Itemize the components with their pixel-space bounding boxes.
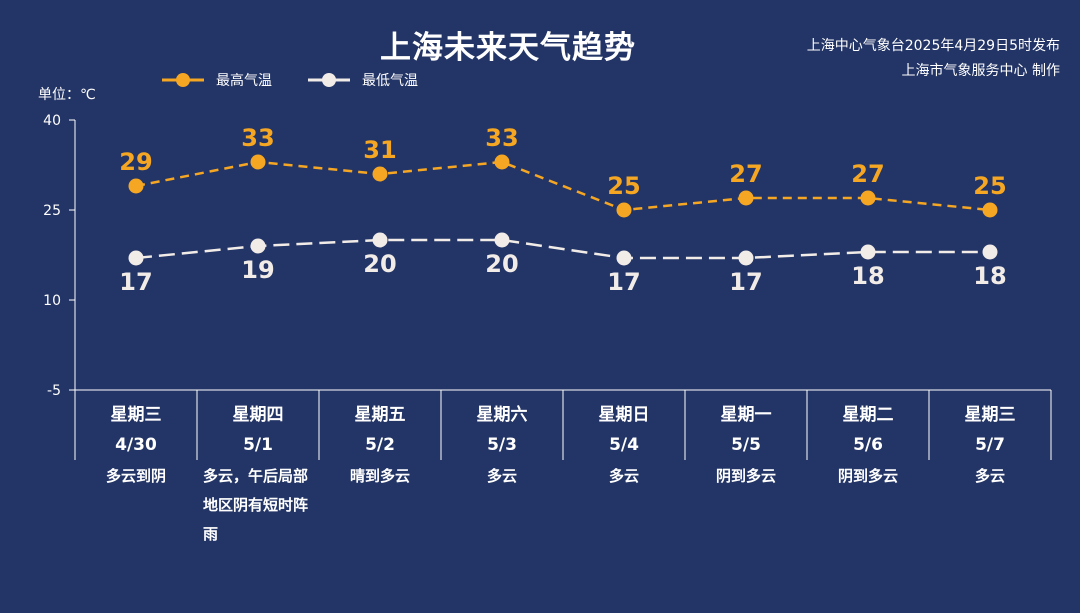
- data-label-low: 18: [973, 262, 1006, 290]
- series-line-low: [135, 238, 990, 260]
- date-label: 5/5: [731, 435, 761, 455]
- series-line-high: [135, 160, 991, 212]
- data-label-low: 20: [363, 250, 396, 278]
- weather-description: 多云: [974, 467, 1005, 485]
- legend-low-marker: [308, 73, 350, 87]
- y-tick-label: 40: [43, 113, 61, 129]
- data-point-low: [494, 232, 510, 248]
- data-point-high: [860, 190, 876, 206]
- data-label-low: 17: [119, 268, 152, 296]
- data-point-high: [494, 154, 510, 170]
- legend-low-label: 最低气温: [362, 73, 418, 89]
- data-point-high: [616, 202, 632, 218]
- weather-description: 晴到多云: [349, 467, 410, 485]
- day-column: 星期六 5/3 多云: [441, 400, 563, 491]
- chart-legend: 最高气温 最低气温: [160, 70, 418, 90]
- weather-description: 阴到多云: [715, 467, 776, 485]
- day-column: 星期三 5/7 多云: [929, 400, 1051, 491]
- data-label-low: 18: [851, 262, 884, 290]
- data-point-low: [128, 250, 144, 266]
- weather-description: 多云: [608, 467, 639, 485]
- data-label-high: 33: [241, 124, 274, 152]
- weekday-label: 星期三: [964, 405, 1016, 425]
- date-label: 5/2: [365, 435, 395, 455]
- data-label-low: 17: [729, 268, 762, 296]
- day-column: 星期四 5/1 多云，午后局部地区阴有短时阵雨: [197, 400, 319, 549]
- data-point-high: [128, 178, 144, 194]
- data-point-low: [250, 238, 266, 254]
- legend-high-marker: [162, 73, 204, 87]
- data-label-high: 29: [119, 148, 152, 176]
- day-column: 星期一 5/5 阴到多云: [685, 400, 807, 491]
- date-label: 5/7: [975, 435, 1005, 455]
- issuer-line-2: 上海市气象服务中心 制作: [901, 63, 1060, 79]
- page-title: 上海未来天气趋势: [380, 30, 636, 66]
- data-label-high: 27: [851, 160, 884, 188]
- y-tick-label: -5: [47, 383, 61, 399]
- weather-description: 多云: [486, 467, 517, 485]
- issuer-line-1: 上海中心气象台2025年4月29日5时发布: [806, 38, 1060, 54]
- data-point-low: [982, 244, 998, 260]
- issuer-info: 上海中心气象台2025年4月29日5时发布 上海市气象服务中心 制作: [807, 34, 1060, 84]
- data-label-high: 31: [363, 136, 396, 164]
- data-label-high: 25: [607, 172, 640, 200]
- day-column: 星期二 5/6 阴到多云: [807, 400, 929, 491]
- legend-item-low[interactable]: 最低气温: [306, 70, 418, 90]
- date-label: 5/6: [853, 435, 883, 455]
- unit-label: 单位：℃: [38, 87, 96, 103]
- weekday-label: 星期二: [842, 405, 894, 425]
- data-point-high: [250, 154, 266, 170]
- weather-description: 阴到多云: [837, 467, 898, 485]
- y-tick-label: 25: [43, 203, 61, 219]
- weather-description: 多云到阴: [105, 467, 166, 485]
- date-label: 4/30: [115, 435, 157, 455]
- date-label: 5/1: [243, 435, 273, 455]
- data-point-high: [738, 190, 754, 206]
- data-point-low: [616, 250, 632, 266]
- weekday-label: 星期三: [110, 405, 162, 425]
- day-column: 星期五 5/2 晴到多云: [319, 400, 441, 491]
- weekday-label: 星期一: [720, 405, 772, 425]
- data-point-low: [372, 232, 388, 248]
- day-column: 星期三 4/30 多云到阴: [75, 400, 197, 491]
- day-column: 星期日 5/4 多云: [563, 400, 685, 491]
- y-tick-label: 10: [43, 293, 61, 309]
- date-label: 5/3: [487, 435, 517, 455]
- weekday-label: 星期五: [354, 405, 406, 425]
- weather-description: 多云，午后局部地区阴有短时阵雨: [203, 467, 309, 543]
- data-point-low: [738, 250, 754, 266]
- data-label-high: 25: [973, 172, 1006, 200]
- legend-high-label: 最高气温: [216, 73, 272, 89]
- legend-item-high[interactable]: 最高气温: [160, 70, 272, 90]
- data-label-high: 33: [485, 124, 518, 152]
- data-point-high: [982, 202, 998, 218]
- weekday-label: 星期六: [476, 405, 528, 425]
- weekday-label: 星期四: [232, 405, 284, 425]
- data-point-low: [860, 244, 876, 260]
- data-label-low: 17: [607, 268, 640, 296]
- date-label: 5/4: [609, 435, 639, 455]
- data-label-low: 20: [485, 250, 518, 278]
- data-label-low: 19: [241, 256, 274, 284]
- weekday-label: 星期日: [598, 405, 650, 425]
- data-label-high: 27: [729, 160, 762, 188]
- data-point-high: [372, 166, 388, 182]
